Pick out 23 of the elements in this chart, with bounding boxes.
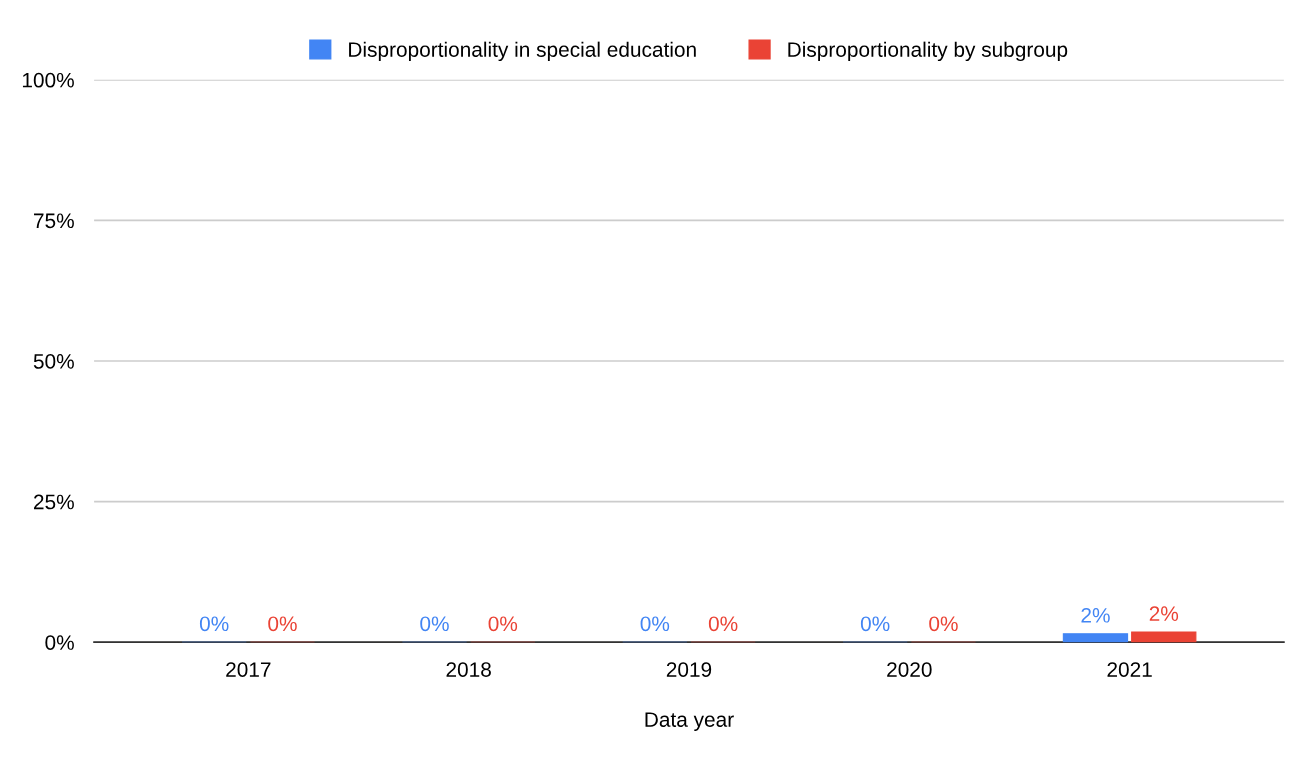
data-label: 0% xyxy=(860,616,890,632)
x-tick-label: 2017 xyxy=(226,662,271,677)
data-label: 0% xyxy=(488,616,518,632)
x-tick-label: 2020 xyxy=(887,662,932,677)
data-label: 0% xyxy=(640,616,670,632)
x-tick-label: 2018 xyxy=(446,662,491,677)
y-tick-label: 0% xyxy=(45,635,74,650)
data-label: 0% xyxy=(268,616,297,632)
data-label: 0% xyxy=(708,616,738,632)
data-label: 0% xyxy=(929,616,958,632)
legend-label: Disproportionality in special education xyxy=(349,41,696,62)
data-label: 0% xyxy=(199,616,229,632)
y-tick-label: 50% xyxy=(33,354,74,369)
y-tick-label: 100% xyxy=(22,72,74,88)
x-axis-title: Data year xyxy=(645,712,734,732)
legend-label: Disproportionality by subgroup xyxy=(788,41,1068,62)
data-label: 0% xyxy=(420,616,449,632)
data-label: 2% xyxy=(1149,606,1179,621)
x-tick-label: 2019 xyxy=(666,662,712,677)
y-tick-label: 25% xyxy=(34,494,74,510)
x-tick-label: 2021 xyxy=(1107,662,1152,677)
y-tick-label: 75% xyxy=(34,213,74,229)
data-label: 2% xyxy=(1081,607,1110,623)
